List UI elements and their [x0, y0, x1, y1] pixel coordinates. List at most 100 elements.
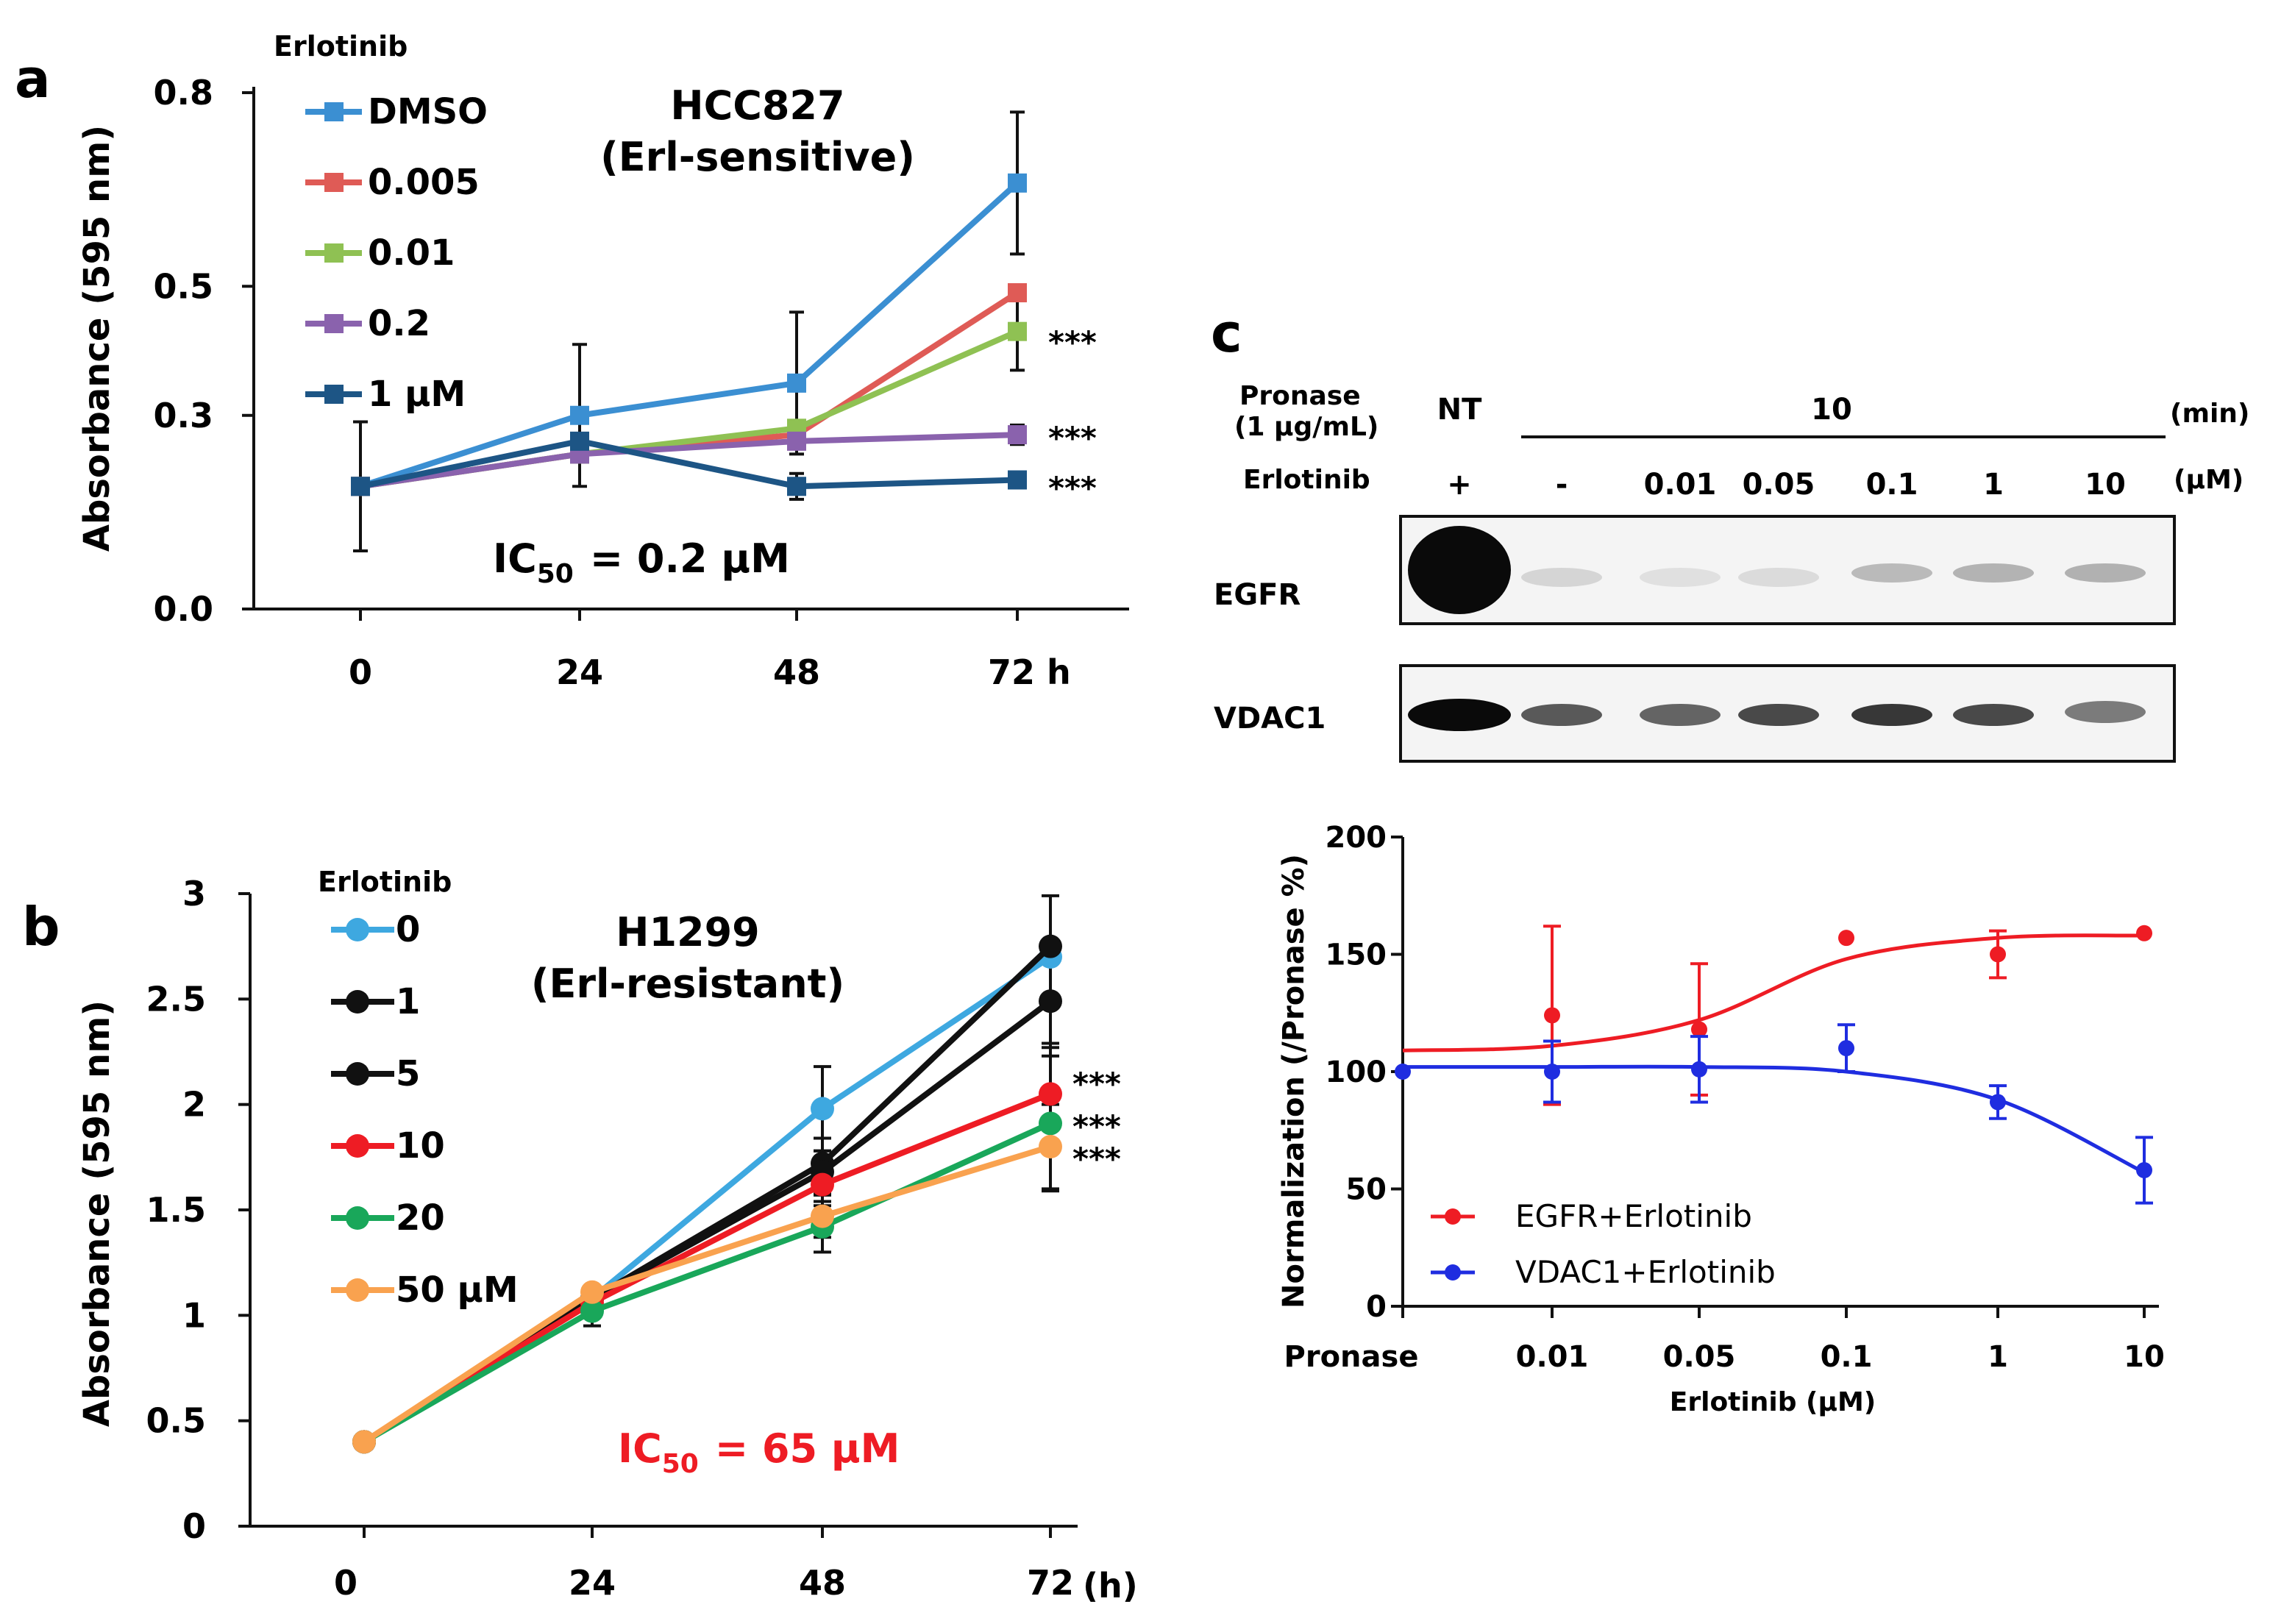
- legend-marker: [346, 1134, 369, 1158]
- panel-b-letter: b: [22, 896, 60, 958]
- blot-vdac-band: [1953, 704, 2034, 726]
- data-point: [2136, 1161, 2152, 1178]
- panel-c-legend: EGFR+Erlotinib VDAC1+Erlotinib: [1431, 1198, 1776, 1290]
- data-point: [811, 1204, 834, 1228]
- panel-b-ytick: 2.5: [146, 979, 207, 1019]
- data-point: [1008, 470, 1027, 490]
- legend-marker: [346, 1278, 369, 1302]
- series-line: [360, 438, 1018, 490]
- blot-lane-label: 1: [1983, 468, 2004, 502]
- panel-a-xtick: 24: [556, 652, 603, 692]
- data-point: [1039, 1111, 1062, 1136]
- blot-egfr-band: [1408, 526, 1511, 614]
- panel-b-sig: ***: [1072, 1066, 1121, 1102]
- data-point: [1039, 1135, 1062, 1158]
- panel-b-legend-title: Erlotinib: [318, 866, 452, 898]
- data-point: [1691, 1061, 1707, 1078]
- blot-lane-label: 0.05: [1743, 468, 1815, 502]
- data-point: [352, 1430, 376, 1454]
- ic50-value: = 65 µM: [715, 1425, 900, 1472]
- data-point: [1544, 1007, 1560, 1024]
- panel-c-xtick: 1: [1988, 1340, 2008, 1374]
- data-point: [811, 1172, 834, 1197]
- blot-egfr-band: [1738, 568, 1819, 587]
- panel-b-ytick: 3: [182, 874, 206, 914]
- panel-b-cell-line: H1299: [616, 909, 760, 955]
- blot-lane-label: 10: [2085, 468, 2126, 502]
- data-point: [580, 1280, 604, 1304]
- panel-a-sig: ***: [1048, 324, 1097, 360]
- legend-marker: [324, 314, 344, 333]
- panel-b-xtick: 72: [1027, 1563, 1074, 1603]
- panel-b-ytick: 0: [182, 1506, 206, 1546]
- legend-marker: [346, 918, 369, 941]
- legend-label: 0.01: [368, 232, 455, 274]
- panel-c-ytick: 0: [1366, 1290, 1387, 1324]
- panel-c-xtick: Pronase: [1284, 1340, 1419, 1374]
- panel-b-ytick: 1: [182, 1295, 206, 1335]
- blot-vdac-band: [1521, 704, 1602, 726]
- legend-marker: [324, 385, 344, 404]
- series-line: [360, 432, 1018, 490]
- data-point: [2136, 925, 2152, 941]
- legend-marker-egfr: [1445, 1208, 1461, 1225]
- panel-a-ytick: 0.0: [154, 589, 214, 629]
- blot-lane-label: 0.1: [1866, 468, 1918, 502]
- panel-b-ytick: 0.5: [146, 1401, 207, 1441]
- legend-marker: [324, 243, 344, 263]
- panel-b-ic50: IC50 = 65 µM: [618, 1425, 900, 1479]
- blot-vdac-band: [1408, 699, 1511, 731]
- panel-c-xtick: 0.01: [1516, 1340, 1589, 1374]
- blot-vdac-band: [1738, 704, 1819, 726]
- blot-time-value: 10: [1811, 393, 1852, 427]
- panel-a-plot: [242, 87, 1129, 621]
- blot-lane-label: 0.01: [1644, 468, 1717, 502]
- panel-a-ylabel: Absorbance (595 nm): [77, 125, 118, 552]
- data-point: [1544, 1064, 1560, 1080]
- data-point: [787, 431, 806, 451]
- ic50-sub: 50: [662, 1449, 699, 1479]
- panel-c: c Pronase (1 µg/mL) NT 10 (min) Erlotini…: [1211, 302, 2249, 1417]
- panel-c-plot: [1391, 836, 2159, 1318]
- legend-label: DMSO: [368, 91, 488, 132]
- panel-c-xlabel: Erlotinib (µM): [1670, 1387, 1876, 1417]
- blot-time-unit: (min): [2170, 399, 2249, 429]
- panel-a-xtick: 0: [349, 652, 372, 692]
- blot-pronase-label: Pronase: [1239, 381, 1361, 411]
- data-point: [1691, 1021, 1707, 1038]
- panel-a-yticks: 0.0 0.3 0.5 0.8: [154, 73, 214, 629]
- panel-a-letter: a: [15, 48, 51, 110]
- panel-c-yticks: 0 50 100 150 200: [1326, 821, 1387, 1324]
- blot-vdac-band: [2065, 701, 2146, 723]
- data-point: [1039, 989, 1062, 1014]
- legend-marker-vdac: [1445, 1264, 1461, 1281]
- panel-a-ytick: 0.8: [154, 73, 214, 113]
- legend-label: VDAC1+Erlotinib: [1515, 1254, 1776, 1290]
- ic50-value: = 0.2 µM: [590, 535, 790, 582]
- blot-egfr-label: EGFR: [1214, 578, 1301, 612]
- panel-c-xtick: 0.1: [1821, 1340, 1873, 1374]
- series-line: [362, 1144, 1052, 1445]
- legend-marker: [346, 990, 369, 1014]
- series-line: [363, 1120, 1052, 1445]
- series-line: [362, 944, 1053, 1445]
- data-point: [1008, 173, 1027, 193]
- legend-label: 0: [396, 909, 420, 950]
- panel-b-xticks: 0 24 48 72: [334, 1563, 1074, 1603]
- panel-b-xtick: 24: [569, 1563, 616, 1603]
- panel-a-cell-line: HCC827: [670, 82, 844, 129]
- panel-a-sig: ***: [1048, 420, 1097, 456]
- blot-lane-labels: + - 0.01 0.05 0.1 1 10: [1447, 468, 2126, 502]
- data-point: [1838, 1040, 1854, 1057]
- blot-egfr-band: [1521, 568, 1602, 587]
- data-point: [1008, 425, 1027, 445]
- data-point: [580, 1299, 604, 1323]
- legend-label: 0.005: [368, 162, 480, 203]
- legend-label: 5: [396, 1053, 420, 1094]
- panel-a-xtick: 72 h: [988, 652, 1071, 692]
- legend-marker: [324, 102, 344, 121]
- blot-nt-label: NT: [1437, 393, 1482, 427]
- panel-b-sig: ***: [1072, 1108, 1121, 1144]
- panel-c-letter: c: [1211, 302, 1242, 364]
